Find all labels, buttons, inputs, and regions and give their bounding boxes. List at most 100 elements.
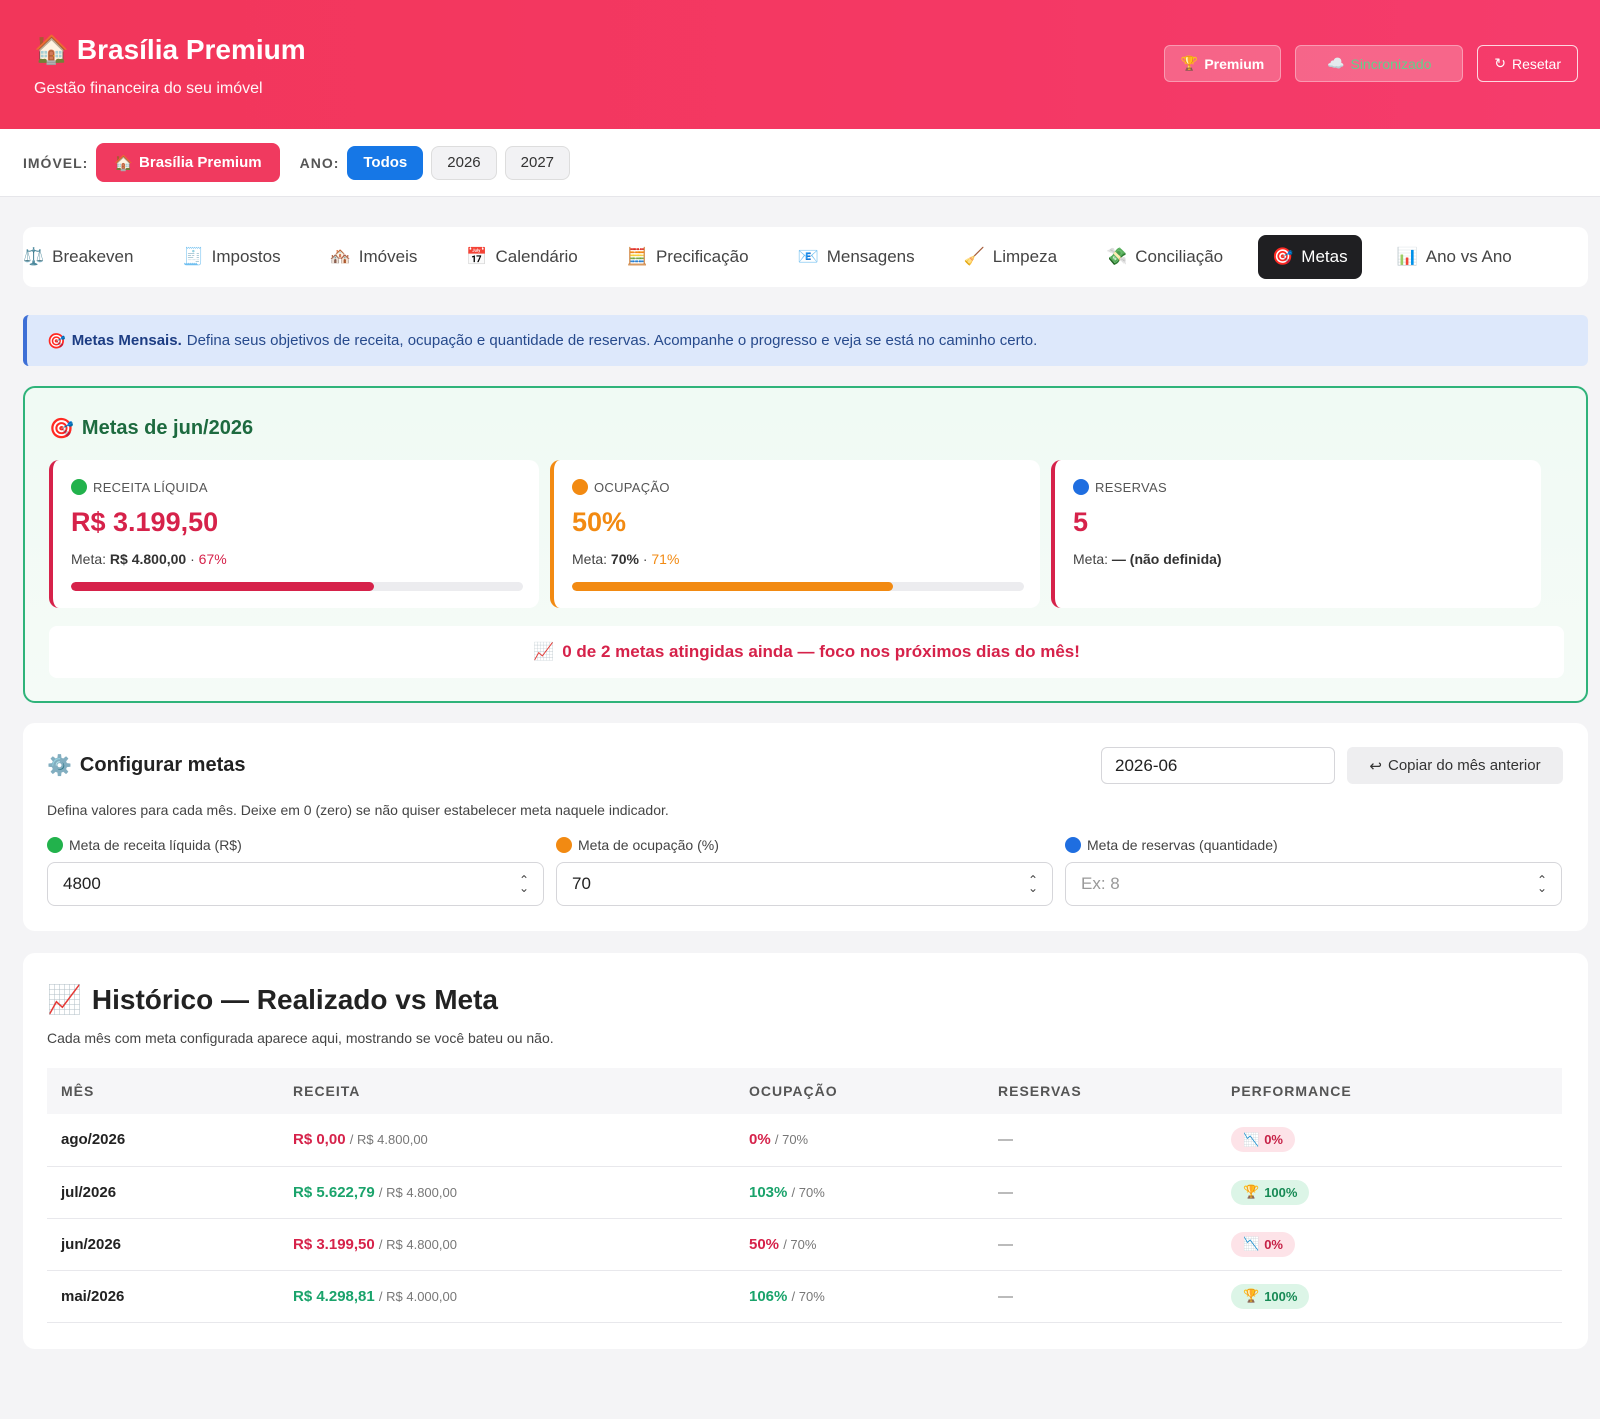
orange-circle-icon (572, 479, 588, 495)
meta-prefix: Meta: (572, 551, 608, 567)
abacus-icon: 🧮 (626, 247, 648, 266)
metric-receita: RECEITA LÍQUIDA R$ 3.199,50 Meta: R$ 4.8… (49, 460, 539, 608)
sync-status-button[interactable]: ☁️ Sincronizado (1295, 45, 1464, 82)
receita-value: R$ 5.622,79 (293, 1183, 375, 1201)
ocupacao-meta: / 70% (774, 1132, 809, 1148)
premium-button[interactable]: 🏆 Premium (1163, 45, 1282, 82)
meta-prefix: Meta: (1073, 551, 1109, 567)
field-label-text: Meta de reservas (quantidade) (1087, 837, 1278, 853)
col-ocupacao: OCUPAÇÃO (735, 1068, 984, 1114)
imovel-selector[interactable]: 🏠 Brasília Premium (96, 143, 280, 182)
tab-label: Limpeza (992, 247, 1058, 266)
tab-label: Impostos (211, 247, 281, 266)
goals-status-note: 📈 0 de 2 metas atingidas ainda — foco no… (49, 626, 1564, 678)
progress-bar (71, 582, 523, 591)
year-filter-2027[interactable]: 2027 (504, 145, 571, 180)
meta-value: R$ 4.800,00 (109, 551, 187, 567)
bar-chart-icon: 📊 (1396, 247, 1418, 266)
money-wings-icon: 💸 (1106, 247, 1128, 266)
target-icon: 🎯 (49, 418, 74, 440)
tab-precificacao[interactable]: 🧮 Precificação (613, 235, 763, 279)
year-filter-todos[interactable]: Todos (347, 145, 424, 180)
cell-receita: R$ 3.199,50 / R$ 4.800,00 (279, 1218, 735, 1271)
return-arrow-icon: ↩ (1369, 757, 1382, 775)
banner-text: Defina seus objetivos de receita, ocupaç… (186, 332, 1038, 349)
cloud-icon: ☁️ (1327, 55, 1345, 71)
header-actions: 🏆 Premium ☁️ Sincronizado ↻ Resetar (1163, 45, 1578, 82)
ocupacao-meta: / 70% (791, 1184, 825, 1200)
table-header-row: MÊS RECEITA OCUPAÇÃO RESERVAS PERFORMANC… (47, 1068, 1562, 1114)
house-icon: 🏠 (114, 154, 134, 172)
meta-value: — (não definida) (1111, 551, 1222, 567)
ocupacao-value: 103% (749, 1183, 788, 1201)
cell-reservas: — (984, 1270, 1217, 1323)
tab-label: Conciliação (1135, 247, 1224, 266)
app-title: 🏠 Brasília Premium (34, 33, 306, 66)
app-header: 🏠 Brasília Premium Gestão financeira do … (0, 0, 1600, 129)
tab-impostos[interactable]: 🧾 Impostos (168, 235, 294, 279)
performance-badge: 📉 0% (1231, 1231, 1295, 1257)
meta-ocupacao-input[interactable]: 70 ⌃ ⌄ (556, 862, 1053, 906)
tab-conciliacao[interactable]: 💸 Conciliação (1092, 235, 1237, 279)
ocupacao-value: 50% (749, 1235, 780, 1253)
number-stepper-icon[interactable]: ⌃ ⌄ (518, 873, 529, 895)
tab-imoveis[interactable]: 🏘️ Imóveis (316, 235, 432, 279)
green-circle-icon (47, 837, 63, 853)
meta-reservas-input[interactable]: Ex: 8 ⌃ ⌄ (1065, 862, 1562, 906)
year-filter-2026[interactable]: 2026 (431, 145, 497, 180)
col-reservas: RESERVAS (984, 1068, 1217, 1114)
cell-receita: R$ 4.298,81 / R$ 4.000,00 (279, 1270, 735, 1323)
number-stepper-icon[interactable]: ⌃ ⌄ (1027, 873, 1038, 895)
cell-ocupacao: 0% / 70% (735, 1114, 984, 1167)
monthly-goals-card: 🎯 Metas de jun/2026 RECEITA LÍQUIDA R$ 3… (23, 386, 1588, 703)
reset-button[interactable]: ↻ Resetar (1477, 45, 1578, 82)
table-row: mai/2026 R$ 4.298,81 / R$ 4.000,00 106% … (47, 1270, 1562, 1323)
trophy-icon: 🏆 (1180, 55, 1199, 71)
tab-label: Calendário (495, 247, 578, 266)
houses-icon: 🏘️ (329, 247, 351, 266)
metric-value: 5 (1073, 507, 1089, 537)
tab-mensagens[interactable]: 📧 Mensagens (784, 235, 929, 279)
tab-breakeven[interactable]: ⚖️ Breakeven (23, 235, 147, 279)
ocupacao-meta: / 70% (791, 1288, 825, 1304)
metric-meta: Meta: 70% · 71% (572, 551, 680, 567)
history-table: MÊS RECEITA OCUPAÇÃO RESERVAS PERFORMANC… (47, 1068, 1562, 1323)
meta-receita-input[interactable]: 4800 ⌃ ⌄ (47, 862, 544, 906)
tab-calendario[interactable]: 📅 Calendário (452, 235, 591, 279)
target-icon: 🎯 (47, 332, 66, 350)
config-title: ⚙️ Configurar metas (47, 753, 246, 778)
gear-icon: ⚙️ (47, 755, 72, 777)
tab-label: Mensagens (826, 247, 915, 266)
goals-note-text: 0 de 2 metas atingidas ainda — foco nos … (562, 642, 1080, 661)
number-stepper-icon[interactable]: ⌃ ⌄ (1536, 873, 1547, 895)
scales-icon: ⚖️ (23, 247, 45, 266)
tab-metas[interactable]: 🎯 Metas (1258, 235, 1362, 279)
main-tabs: ⚖️ Breakeven 🧾 Impostos 🏘️ Imóveis 📅 Calendá… (23, 227, 1588, 287)
progress-fill (71, 582, 374, 591)
input-value: 4800 (63, 874, 101, 893)
history-card: 📈 Histórico — Realizado vs Meta Cada mês… (23, 953, 1588, 1349)
cell-reservas: — (984, 1114, 1217, 1167)
copy-previous-month-button[interactable]: ↩ Copiar do mês anterior (1347, 747, 1563, 784)
month-input[interactable]: 2026-06 (1101, 747, 1335, 784)
field-meta-reservas: Meta de reservas (quantidade) Ex: 8 ⌃ ⌄ (1065, 836, 1562, 906)
cell-performance: 🏆 100% (1217, 1166, 1562, 1219)
input-placeholder: Ex: 8 (1081, 874, 1120, 893)
cell-performance: 🏆 100% (1217, 1270, 1562, 1323)
tab-ano-vs-ano[interactable]: 📊 Ano vs Ano (1383, 235, 1526, 279)
brand: 🏠 Brasília Premium Gestão financeira do … (34, 33, 306, 98)
tab-label: Ano vs Ano (1425, 247, 1512, 266)
metric-header: OCUPAÇÃO (572, 479, 1022, 495)
chart-up-icon: 📈 (533, 642, 555, 661)
tab-limpeza[interactable]: 🧹 Limpeza (950, 235, 1071, 279)
config-description: Defina valores para cada mês. Deixe em 0… (47, 802, 669, 818)
tab-label: Breakeven (52, 247, 134, 266)
cell-mes: jun/2026 (47, 1218, 279, 1271)
chart-up-icon: 📈 (47, 984, 82, 1015)
field-label: Meta de reservas (quantidade) (1065, 836, 1562, 854)
cell-ocupacao: 106% / 70% (735, 1270, 984, 1323)
imovel-selector-label: Brasília Premium (139, 154, 262, 171)
meta-percent: 67% (198, 551, 227, 567)
house-icon: 🏠 (34, 34, 69, 65)
field-meta-receita: Meta de receita líquida (R$) 4800 ⌃ ⌄ (47, 836, 544, 906)
